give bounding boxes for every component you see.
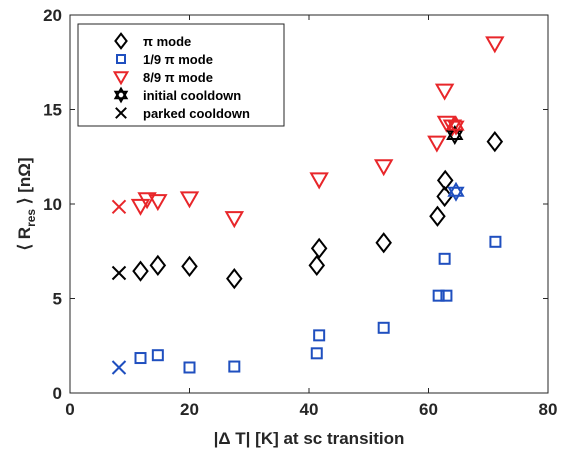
legend-marker-4 [115, 107, 127, 119]
data-marks [111, 36, 505, 375]
x-tick-label-0: 0 [65, 400, 74, 419]
point-diamond-0-4 [308, 254, 326, 277]
x-tick-label-2: 40 [300, 400, 319, 419]
point-triangle-down-2-11 [485, 36, 505, 54]
legend-label-1: 1/9 π mode [143, 52, 213, 67]
point-triangle-down-2-7 [427, 135, 447, 153]
x-tick-label-1: 20 [180, 400, 199, 419]
y-axis-label-sub: res [24, 209, 38, 227]
y-axis-label-post: ⟩ [nΩ] [15, 157, 34, 208]
point-square-1-6 [377, 321, 390, 334]
point-diamond-0-10 [486, 131, 504, 153]
x-axis-label: |Δ T| [K] at sc transition [214, 429, 405, 448]
y-tick-label-0: 0 [53, 384, 62, 403]
point-square-1-4 [310, 347, 323, 360]
y-axis-label-pre: ⟨ R [15, 227, 34, 251]
legend: π mode 1/9 π mode 8/9 π mode initial cooldo… [77, 23, 285, 127]
legend-label-4: parked cooldown [143, 106, 250, 121]
y-tick-label-3: 15 [43, 101, 62, 120]
point-square-1-9 [440, 289, 453, 302]
point-square-1-7 [432, 289, 445, 302]
point-square-1-8 [438, 252, 451, 265]
legend-label-2: 8/9 π mode [143, 70, 213, 85]
axes: 0 20 40 60 80 0 5 10 15 20 [43, 6, 557, 419]
point-diamond-0-5 [310, 237, 328, 260]
legend-marker-0 [114, 32, 128, 50]
point-square-1-0 [134, 352, 147, 365]
y-axis-label: ⟨ Rres ⟩ [nΩ] [15, 157, 38, 250]
point-triangle-down-2-8 [434, 83, 455, 101]
point-diamond-0-2 [181, 255, 198, 277]
point-diamond-0-1 [149, 254, 167, 277]
point-diamond-0-0 [132, 260, 149, 282]
legend-marker-1 [116, 54, 126, 64]
legend-label-0: π mode [143, 34, 191, 49]
legend-marker-2 [112, 71, 130, 86]
point-hexagram-3-2 [447, 181, 465, 202]
point-square-1-5 [313, 329, 326, 342]
legend-label-3: initial cooldown [143, 88, 241, 103]
legend-marker-3 [113, 86, 129, 104]
point-triangle-down-2-3 [179, 191, 200, 209]
point-triangle-down-2-6 [373, 159, 394, 177]
y-tick-label-4: 20 [43, 6, 62, 25]
point-triangle-down-2-10 [442, 119, 463, 137]
y-tick-label-1: 5 [53, 290, 62, 309]
y-tick-label-2: 10 [43, 195, 62, 214]
point-diamond-0-3 [226, 268, 243, 290]
point-square-1-10 [489, 235, 502, 248]
point-diamond-0-6 [375, 232, 392, 254]
point-triangle-down-2-1 [137, 192, 157, 210]
point-diamond-0-7 [429, 205, 446, 227]
point-square-1-3 [228, 360, 241, 373]
point-triangle-down-2-5 [309, 172, 329, 190]
point-x-4-0 [111, 265, 127, 281]
point-x-4-1 [111, 199, 127, 215]
point-square-1-1 [151, 349, 164, 362]
legend-box [77, 23, 285, 127]
x-tick-label-3: 60 [419, 400, 438, 419]
point-triangle-down-2-0 [130, 198, 151, 216]
point-hexagram-3-1 [447, 115, 465, 136]
point-triangle-down-2-2 [148, 194, 168, 212]
point-square-1-2 [183, 361, 196, 374]
point-x-4-2 [111, 360, 127, 375]
point-triangle-down-2-4 [224, 211, 245, 229]
x-tick-label-4: 80 [539, 400, 558, 419]
point-diamond-0-9 [436, 169, 454, 192]
